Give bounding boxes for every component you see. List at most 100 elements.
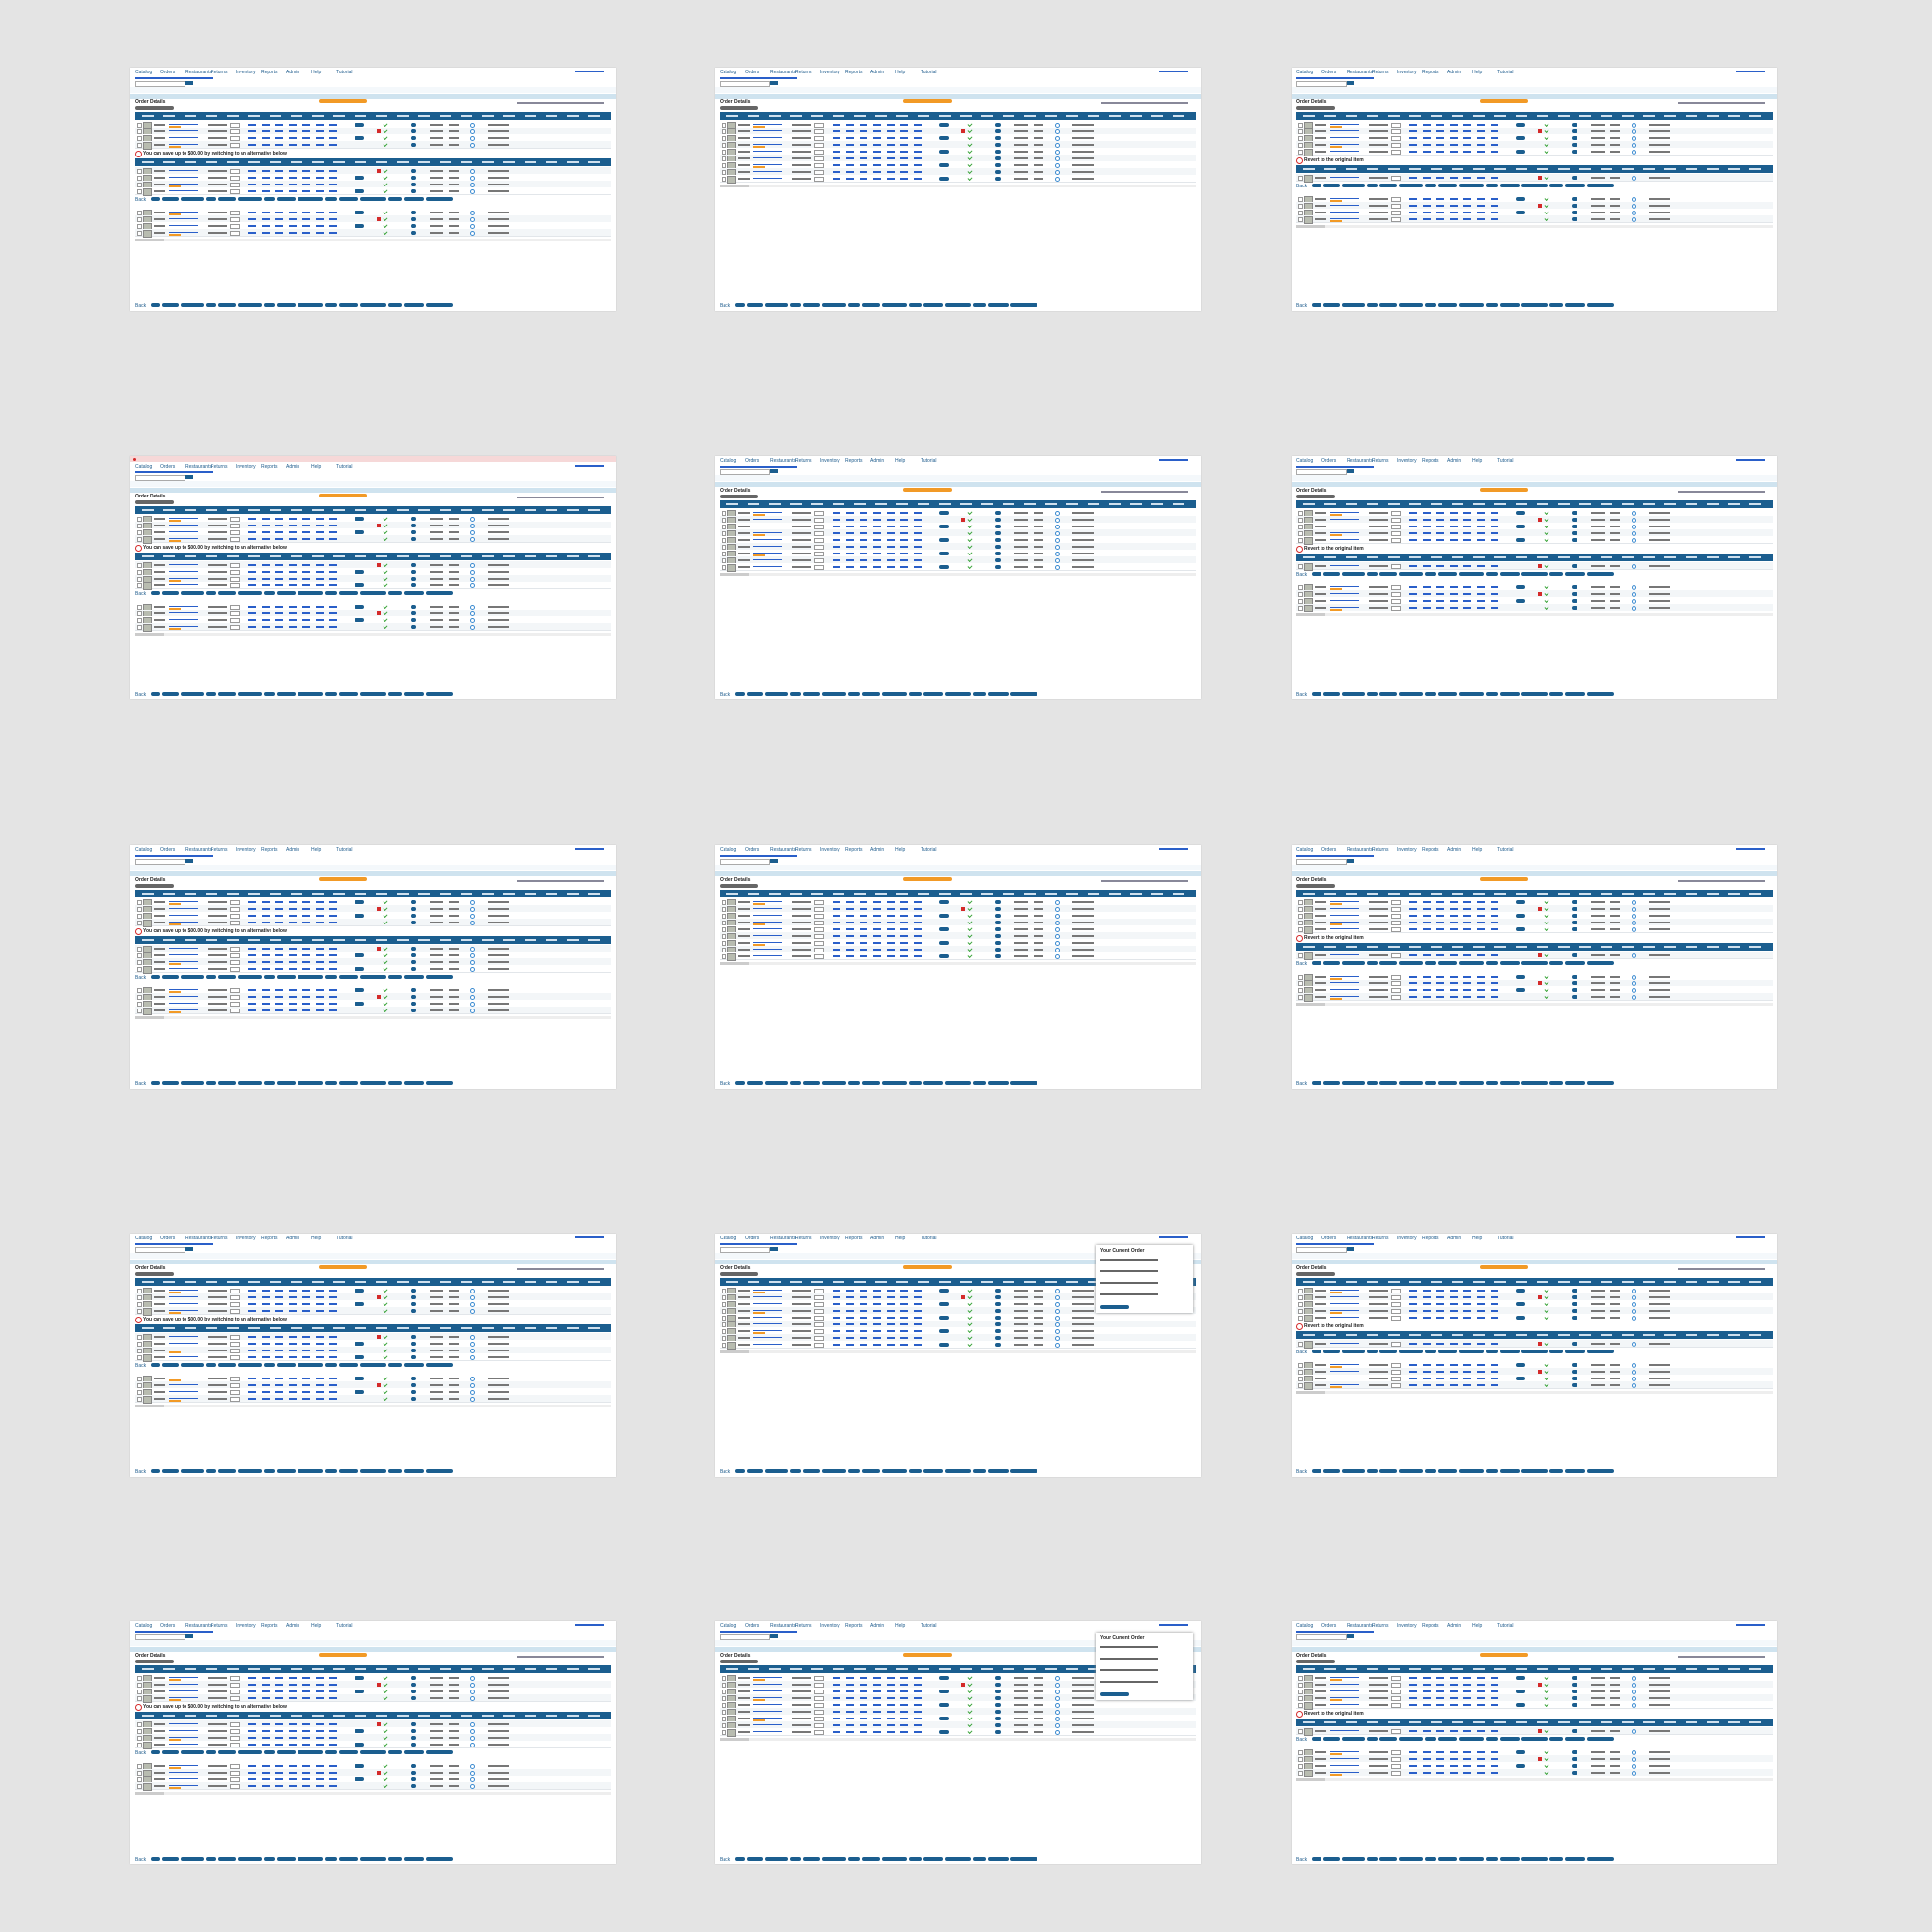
- checkbox[interactable]: [722, 1316, 726, 1321]
- status-pill[interactable]: [411, 1302, 416, 1306]
- nav-link[interactable]: Catalog: [1296, 458, 1314, 464]
- button[interactable]: [1521, 303, 1548, 307]
- button[interactable]: [1312, 1737, 1321, 1741]
- item-link[interactable]: [169, 960, 198, 962]
- checkbox[interactable]: [722, 1690, 726, 1694]
- savings-pill[interactable]: [1480, 99, 1528, 103]
- item-link[interactable]: [753, 143, 782, 145]
- checkbox[interactable]: [137, 1377, 142, 1381]
- status-pill[interactable]: [411, 169, 416, 173]
- nav-link[interactable]: Returns: [795, 1623, 812, 1629]
- qty[interactable]: [814, 934, 824, 939]
- checkbox[interactable]: [1298, 1676, 1303, 1681]
- qty[interactable]: [230, 1696, 240, 1701]
- qty[interactable]: [814, 1343, 824, 1348]
- filter-pill[interactable]: [135, 500, 174, 504]
- nav-link[interactable]: Reports: [261, 464, 278, 469]
- qty[interactable]: [1391, 1771, 1401, 1776]
- radio[interactable]: [470, 1676, 475, 1681]
- button[interactable]: [882, 1469, 907, 1473]
- button[interactable]: [325, 692, 337, 696]
- status-pill[interactable]: [1572, 1363, 1577, 1367]
- nav-link[interactable]: Restaurants: [770, 458, 796, 464]
- checkbox[interactable]: [1298, 525, 1303, 529]
- qty[interactable]: [230, 900, 240, 905]
- button[interactable]: [404, 1363, 424, 1367]
- radio[interactable]: [1632, 1771, 1636, 1776]
- radio[interactable]: [470, 563, 475, 568]
- nav-link[interactable]: Tutorial: [336, 1236, 353, 1241]
- status-pill[interactable]: [995, 129, 1001, 133]
- radio[interactable]: [470, 625, 475, 630]
- checkbox[interactable]: [137, 1289, 142, 1293]
- filter-pill[interactable]: [1296, 884, 1335, 888]
- item-link[interactable]: [169, 530, 198, 532]
- item-link[interactable]: [1330, 1363, 1359, 1365]
- button[interactable]: [339, 975, 358, 979]
- button[interactable]: [388, 692, 402, 696]
- checkbox[interactable]: [137, 1335, 142, 1340]
- nav-link[interactable]: Inventory: [236, 1236, 256, 1241]
- qty[interactable]: [230, 988, 240, 993]
- qty[interactable]: [1391, 606, 1401, 611]
- nav-link[interactable]: Inventory: [1397, 1623, 1417, 1629]
- status-pill[interactable]: [1572, 1295, 1577, 1299]
- qty[interactable]: [1391, 1363, 1401, 1368]
- nav-link[interactable]: Orders: [745, 70, 760, 75]
- status-pill[interactable]: [411, 967, 416, 971]
- item-link[interactable]: [169, 1002, 198, 1004]
- checkbox[interactable]: [137, 921, 142, 925]
- checkbox[interactable]: [722, 123, 726, 128]
- button[interactable]: [1521, 1857, 1548, 1861]
- radio[interactable]: [470, 1355, 475, 1360]
- nav-link[interactable]: Reports: [845, 458, 863, 464]
- button[interactable]: [151, 1081, 160, 1085]
- nav-link[interactable]: Orders: [1321, 70, 1337, 75]
- status-pill[interactable]: [411, 1002, 416, 1006]
- action[interactable]: [1516, 123, 1525, 127]
- nav-link[interactable]: Tutorial: [1497, 847, 1514, 853]
- button[interactable]: [298, 975, 323, 979]
- checkbox[interactable]: [1298, 129, 1303, 134]
- radio[interactable]: [470, 524, 475, 528]
- button[interactable]: [1425, 1737, 1436, 1741]
- button[interactable]: [848, 1857, 860, 1861]
- checkbox[interactable]: [137, 189, 142, 194]
- item-link[interactable]: [753, 941, 782, 943]
- radio[interactable]: [1055, 511, 1060, 516]
- status-pill[interactable]: [411, 1342, 416, 1346]
- button[interactable]: [1500, 692, 1520, 696]
- checkbox[interactable]: [722, 511, 726, 516]
- status-pill[interactable]: [995, 558, 1001, 562]
- radio[interactable]: [1632, 1683, 1636, 1688]
- filter-pill[interactable]: [135, 106, 174, 110]
- checkbox[interactable]: [137, 1722, 142, 1727]
- checkbox[interactable]: [722, 163, 726, 168]
- button[interactable]: [1486, 1469, 1498, 1473]
- nav-link[interactable]: Reports: [261, 1236, 278, 1241]
- back-link[interactable]: Back: [135, 591, 147, 597]
- checkbox[interactable]: [722, 954, 726, 959]
- filter-pill[interactable]: [1296, 1660, 1335, 1663]
- button[interactable]: [1587, 1469, 1614, 1473]
- filter-pill[interactable]: [720, 1660, 758, 1663]
- qty[interactable]: [1391, 136, 1401, 141]
- radio[interactable]: [470, 517, 475, 522]
- button[interactable]: [1323, 692, 1340, 696]
- button[interactable]: [1379, 1081, 1397, 1085]
- nav-link[interactable]: Returns: [1372, 1623, 1389, 1629]
- button[interactable]: [882, 692, 907, 696]
- button[interactable]: [803, 1081, 820, 1085]
- action[interactable]: [355, 123, 364, 127]
- item-link[interactable]: [753, 1343, 782, 1345]
- item-link[interactable]: [169, 1390, 198, 1392]
- item-link[interactable]: [753, 558, 782, 560]
- qty[interactable]: [1391, 123, 1401, 128]
- button[interactable]: [1500, 303, 1520, 307]
- status-pill[interactable]: [1572, 1771, 1577, 1775]
- nav-link[interactable]: Help: [1472, 70, 1483, 75]
- button[interactable]: [1323, 1081, 1340, 1085]
- action[interactable]: [939, 1676, 949, 1680]
- nav-link[interactable]: Admin: [1447, 847, 1462, 853]
- radio[interactable]: [1632, 204, 1636, 209]
